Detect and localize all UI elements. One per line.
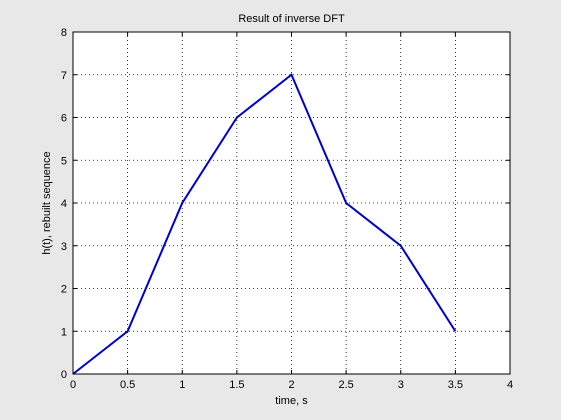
plot-area: [73, 32, 510, 374]
x-tick-label: 3: [398, 379, 404, 391]
x-tick-label: 4: [507, 379, 513, 391]
y-tick-label: 4: [61, 198, 67, 210]
y-tick-label: 5: [61, 155, 67, 167]
x-tick-label: 1: [179, 379, 185, 391]
x-tick-label: 0: [70, 379, 76, 391]
x-tick-label: 3.5: [448, 379, 463, 391]
y-axis-title: h(t), rebuilt sequence: [41, 151, 53, 254]
y-tick-label: 1: [61, 326, 67, 338]
y-tick-label: 8: [61, 27, 67, 39]
x-tick-label: 2: [288, 379, 294, 391]
y-tick-label: 7: [61, 70, 67, 82]
plot-frame: [72, 31, 511, 375]
y-tick-label: 0: [61, 369, 67, 381]
series-line: [72, 73, 457, 375]
y-tick-label: 2: [61, 284, 67, 296]
x-tick-label: 2.5: [338, 379, 353, 391]
y-tick-label: 6: [61, 113, 67, 125]
x-tick-label: 0.5: [120, 379, 135, 391]
series-layer: [72, 73, 457, 375]
x-axis-title: time, s: [275, 395, 308, 407]
tick-labels: 0 0.5 1 1.5 2 2.5 3 3.5 4 0 1 2 3 4 5 6 7 8: [61, 27, 513, 391]
chart-title: Result of inverse DFT: [238, 13, 345, 25]
y-tick-label: 3: [61, 241, 67, 253]
x-tick-label: 1.5: [229, 379, 244, 391]
